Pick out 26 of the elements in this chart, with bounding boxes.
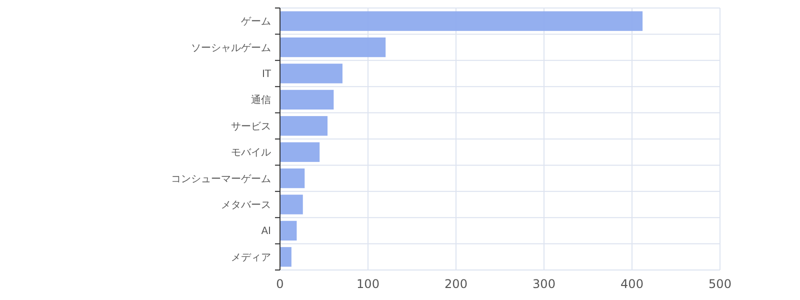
bar (280, 90, 334, 110)
bar (280, 142, 320, 162)
x-tick-label: 100 (356, 277, 380, 291)
x-tick-label: 300 (532, 277, 556, 291)
x-tick-label: 400 (620, 277, 644, 291)
y-tick-label: サービス (231, 121, 271, 132)
y-tick-label: モバイル (231, 148, 271, 159)
y-tick-label: コンシューマーゲーム (171, 174, 271, 185)
bar (280, 64, 342, 84)
y-tick-label: 通信 (251, 94, 271, 106)
bar (280, 11, 643, 31)
y-tick-label: メタバース (221, 200, 271, 211)
x-tick-label: 0 (276, 277, 284, 291)
bar (280, 194, 303, 214)
x-tick-label: 200 (444, 277, 468, 291)
y-tick-label: IT (262, 69, 272, 80)
y-tick-label: ゲーム (241, 16, 271, 28)
y-tick-label: AI (261, 226, 271, 238)
bar (280, 220, 297, 241)
x-tick-label: 500 (708, 277, 732, 291)
y-tick-label: ソーシャルゲーム (191, 42, 271, 54)
bar (280, 116, 328, 136)
bar (280, 37, 386, 58)
bar (280, 168, 305, 188)
bar (280, 247, 292, 267)
y-tick-label: メディア (231, 252, 271, 264)
